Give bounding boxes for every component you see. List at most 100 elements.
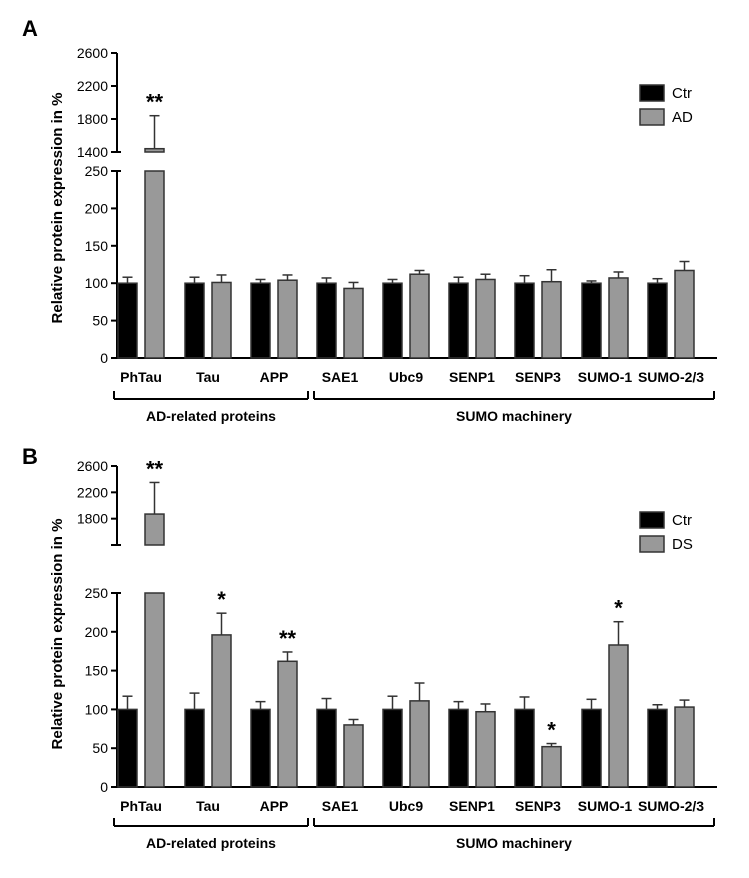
y-tick-label: 1800 bbox=[77, 111, 108, 127]
bar bbox=[343, 724, 364, 788]
y-axis-title: Relative protein expression in % bbox=[49, 93, 66, 324]
y-tick-label: 250 bbox=[85, 585, 109, 601]
bar bbox=[211, 634, 232, 788]
bar bbox=[647, 708, 668, 788]
bar bbox=[448, 708, 469, 788]
x-tick-label: Tau bbox=[196, 798, 220, 814]
x-tick-label: SAE1 bbox=[322, 798, 359, 814]
legend-label: AD bbox=[672, 109, 693, 126]
y-tick-label: 1400 bbox=[77, 144, 108, 160]
bar bbox=[277, 279, 298, 359]
bar bbox=[277, 660, 298, 788]
x-tick-label: Ubc9 bbox=[389, 369, 423, 385]
legend-label: Ctr bbox=[672, 85, 692, 102]
bar bbox=[316, 708, 337, 788]
bar bbox=[184, 282, 205, 359]
bar bbox=[382, 708, 403, 788]
bar bbox=[117, 708, 138, 788]
bar bbox=[674, 706, 695, 788]
group-label: SUMO machinery bbox=[456, 408, 572, 424]
legend-swatch bbox=[639, 535, 665, 553]
bar bbox=[144, 513, 165, 546]
y-tick-label: 1800 bbox=[77, 511, 108, 527]
x-tick-label: APP bbox=[260, 798, 289, 814]
bar bbox=[581, 708, 602, 788]
significance-marker: * bbox=[217, 587, 226, 612]
bar bbox=[382, 282, 403, 359]
bar bbox=[448, 282, 469, 359]
y-tick-label: 2200 bbox=[77, 78, 108, 94]
legend-label: DS bbox=[672, 536, 693, 553]
panel-label: A bbox=[22, 16, 38, 41]
y-axis-title: Relative protein expression in % bbox=[49, 519, 66, 750]
legend-swatch bbox=[639, 108, 665, 126]
significance-marker: ** bbox=[146, 456, 164, 481]
y-tick-label: 2600 bbox=[77, 458, 108, 474]
significance-marker: * bbox=[547, 718, 556, 743]
bar bbox=[514, 708, 535, 788]
x-tick-label: SUMO-1 bbox=[578, 369, 633, 385]
bar bbox=[184, 708, 205, 788]
group-label: SUMO machinery bbox=[456, 835, 572, 851]
bar bbox=[475, 278, 496, 359]
legend-swatch bbox=[639, 511, 665, 529]
x-tick-label: SAE1 bbox=[322, 369, 359, 385]
x-tick-label: Tau bbox=[196, 369, 220, 385]
y-tick-label: 200 bbox=[85, 624, 109, 640]
y-tick-label: 0 bbox=[100, 350, 108, 366]
x-tick-label: PhTau bbox=[120, 369, 162, 385]
y-tick-label: 2600 bbox=[77, 45, 108, 61]
y-tick-label: 200 bbox=[85, 200, 109, 216]
panel-label: B bbox=[22, 444, 38, 469]
bar bbox=[541, 280, 562, 359]
bar bbox=[409, 273, 430, 359]
chart-panel-a: A Relative protein expression in % 0 50 100 1… bbox=[22, 16, 717, 424]
chart-panel-b: B Relative protein expression in % 0 50 100 1… bbox=[22, 444, 717, 851]
bar bbox=[117, 282, 138, 359]
group-label: AD-related proteins bbox=[146, 835, 276, 851]
y-tick-label: 150 bbox=[85, 663, 109, 679]
y-tick-label: 0 bbox=[100, 779, 108, 795]
bar bbox=[475, 710, 496, 788]
bar bbox=[250, 282, 271, 359]
x-tick-label: SENP3 bbox=[515, 369, 561, 385]
x-tick-label: SENP1 bbox=[449, 369, 495, 385]
bar bbox=[144, 147, 165, 153]
x-tick-label: SENP1 bbox=[449, 798, 495, 814]
significance-marker: * bbox=[614, 596, 623, 621]
bar bbox=[343, 287, 364, 359]
x-tick-label: SUMO-2/3 bbox=[638, 369, 704, 385]
y-tick-label: 50 bbox=[92, 740, 108, 756]
y-tick-label: 100 bbox=[85, 275, 109, 291]
y-tick-label: 50 bbox=[92, 313, 108, 329]
y-tick-label: 150 bbox=[85, 238, 109, 254]
bar bbox=[674, 269, 695, 359]
x-tick-label: SENP3 bbox=[515, 798, 561, 814]
bar bbox=[144, 170, 165, 359]
x-tick-label: SUMO-1 bbox=[578, 798, 633, 814]
y-tick-label: 100 bbox=[85, 701, 109, 717]
bar bbox=[250, 708, 271, 788]
bar bbox=[541, 745, 562, 788]
x-tick-label: Ubc9 bbox=[389, 798, 423, 814]
bar bbox=[409, 700, 430, 788]
legend-swatch bbox=[639, 84, 665, 102]
bar bbox=[647, 282, 668, 359]
significance-marker: ** bbox=[279, 626, 297, 651]
bar bbox=[608, 644, 629, 788]
bar bbox=[316, 282, 337, 359]
x-tick-label: PhTau bbox=[120, 798, 162, 814]
legend-label: Ctr bbox=[672, 512, 692, 529]
bar bbox=[608, 277, 629, 359]
y-tick-label: 250 bbox=[85, 163, 109, 179]
y-tick-label: 2200 bbox=[77, 484, 108, 500]
bar bbox=[514, 282, 535, 359]
bar bbox=[211, 281, 232, 359]
x-tick-label: APP bbox=[260, 369, 289, 385]
bar bbox=[144, 592, 165, 788]
bar bbox=[581, 282, 602, 359]
group-label: AD-related proteins bbox=[146, 408, 276, 424]
significance-marker: ** bbox=[146, 90, 164, 115]
